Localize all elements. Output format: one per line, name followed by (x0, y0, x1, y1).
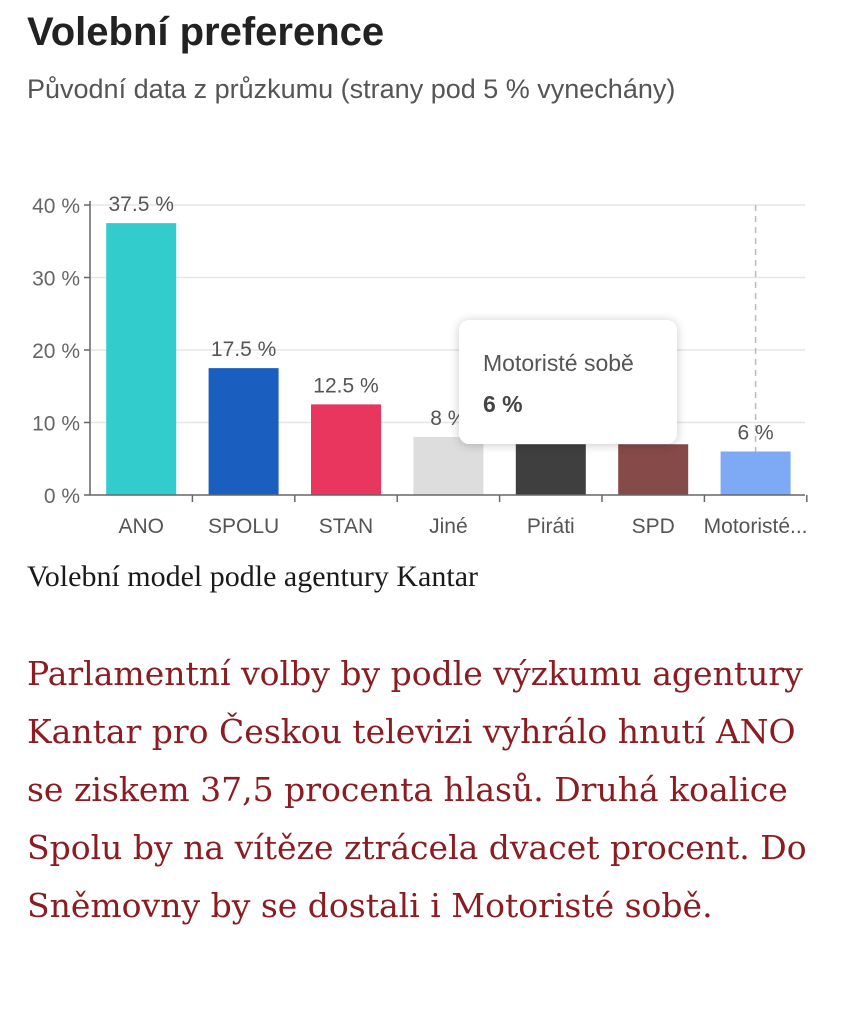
bar (208, 368, 279, 495)
x-tick-label: SPD (632, 515, 675, 538)
x-tick-label: SPOLU (208, 515, 279, 538)
y-tick-label: 40 % (32, 195, 80, 218)
y-tick-label: 30 % (32, 268, 80, 291)
x-tick-label: Motoristé... (704, 515, 808, 538)
bar (618, 444, 689, 495)
bar (311, 404, 381, 495)
data-label: 8 % (430, 407, 466, 430)
data-label: 17.5 % (211, 338, 276, 361)
bar (413, 437, 484, 495)
bar (106, 223, 177, 495)
data-label: 6 % (738, 422, 774, 445)
chart-tooltip: Motoristé sobě 6 % (459, 320, 677, 444)
article-text: Parlamentní volby by podle výzkumu agent… (27, 654, 807, 925)
y-tick-label: 10 % (32, 413, 80, 436)
data-label: 37.5 % (109, 193, 174, 216)
tooltip-value: 6 % (483, 391, 523, 417)
y-tick-label: 0 % (44, 485, 80, 508)
x-tick-label: Jiné (429, 515, 468, 538)
bar (720, 451, 791, 495)
tooltip-series-name: Motoristé sobě (483, 350, 634, 376)
x-tick-label: STAN (319, 515, 373, 538)
bar (515, 444, 586, 495)
x-tick-label: ANO (118, 515, 164, 538)
bar-chart[interactable]: 0 % 10 % 20 % 30 % 40 % 37.5 % ANO 17.5 % SPOLU 1… (0, 170, 851, 550)
chart-caption: Volební model podle agentury Kantar (27, 560, 478, 593)
chart-title: Volební preference (27, 10, 385, 54)
y-tick-label: 20 % (32, 340, 80, 363)
data-label: 12.5 % (313, 374, 378, 397)
x-tick-label: Piráti (527, 515, 575, 538)
chart-subtitle: Původní data z průzkumu (strany pod 5 % … (27, 74, 676, 104)
